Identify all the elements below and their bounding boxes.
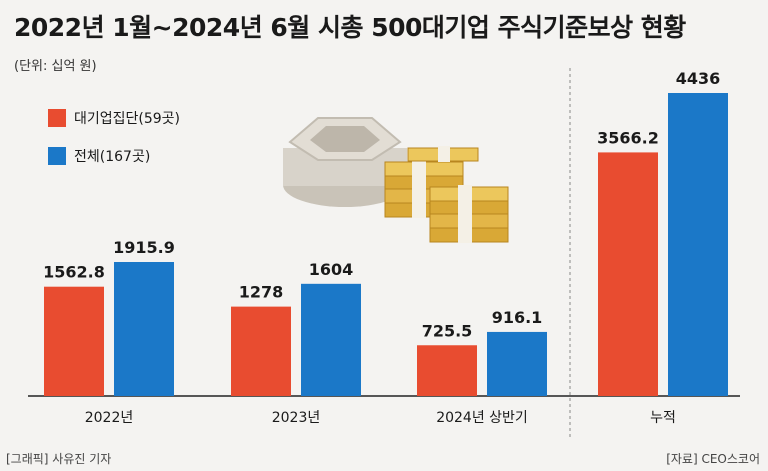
value-label-total-1: 1604 — [309, 260, 354, 279]
unit-label: (단위: 십억 원) — [14, 59, 97, 74]
legend-label-total: 전체(167곳) — [74, 149, 151, 165]
bar-total-1 — [301, 283, 361, 396]
category-label-1: 2023년 — [272, 410, 321, 426]
bar-total-3 — [668, 93, 728, 396]
credit-source: [자료] CEO스코어 — [666, 452, 760, 466]
legend-item-total: 전체(167곳) — [48, 146, 180, 166]
value-label-total-2: 916.1 — [492, 308, 543, 327]
legend: 대기업집단(59곳) 전체(167곳) — [48, 108, 180, 184]
chart-title: 2022년 1월~2024년 6월 시총 500대기업 주식기준보상 현황 — [14, 13, 686, 42]
bar-group-2 — [417, 345, 477, 396]
value-label-group-0: 1562.8 — [43, 263, 105, 282]
category-label-3: 누적 — [650, 410, 676, 426]
bar-total-2 — [487, 331, 547, 396]
money-stacks-illustration — [384, 146, 509, 243]
bar-group-1 — [231, 306, 291, 396]
category-labels-layer: 2022년 2023년 2024년 상반기 누적 — [85, 410, 676, 426]
value-label-group-2: 725.5 — [422, 321, 473, 340]
category-label-2: 2024년 상반기 — [436, 410, 528, 426]
legend-label-group: 대기업집단(59곳) — [74, 111, 181, 127]
stone-bowl-illustration — [283, 117, 407, 207]
bar-total-0 — [114, 262, 174, 396]
bar-group-3 — [598, 152, 658, 396]
value-label-total-0: 1915.9 — [113, 238, 175, 257]
legend-swatch-group — [48, 109, 66, 127]
credit-graphic: [그래픽] 사유진 기자 — [6, 452, 112, 466]
category-label-0: 2022년 — [85, 410, 134, 426]
value-label-group-1: 1278 — [239, 283, 284, 302]
bars-layer — [44, 93, 728, 396]
value-label-total-3: 4436 — [676, 69, 721, 88]
value-label-group-3: 3566.2 — [597, 128, 659, 147]
legend-item-group: 대기업집단(59곳) — [48, 108, 180, 128]
bar-group-0 — [44, 286, 104, 396]
legend-swatch-total — [48, 147, 66, 165]
value-labels-layer: 1562.8 1915.9 1278 1604 725.5 916.1 3566.2 4436 — [43, 69, 720, 340]
